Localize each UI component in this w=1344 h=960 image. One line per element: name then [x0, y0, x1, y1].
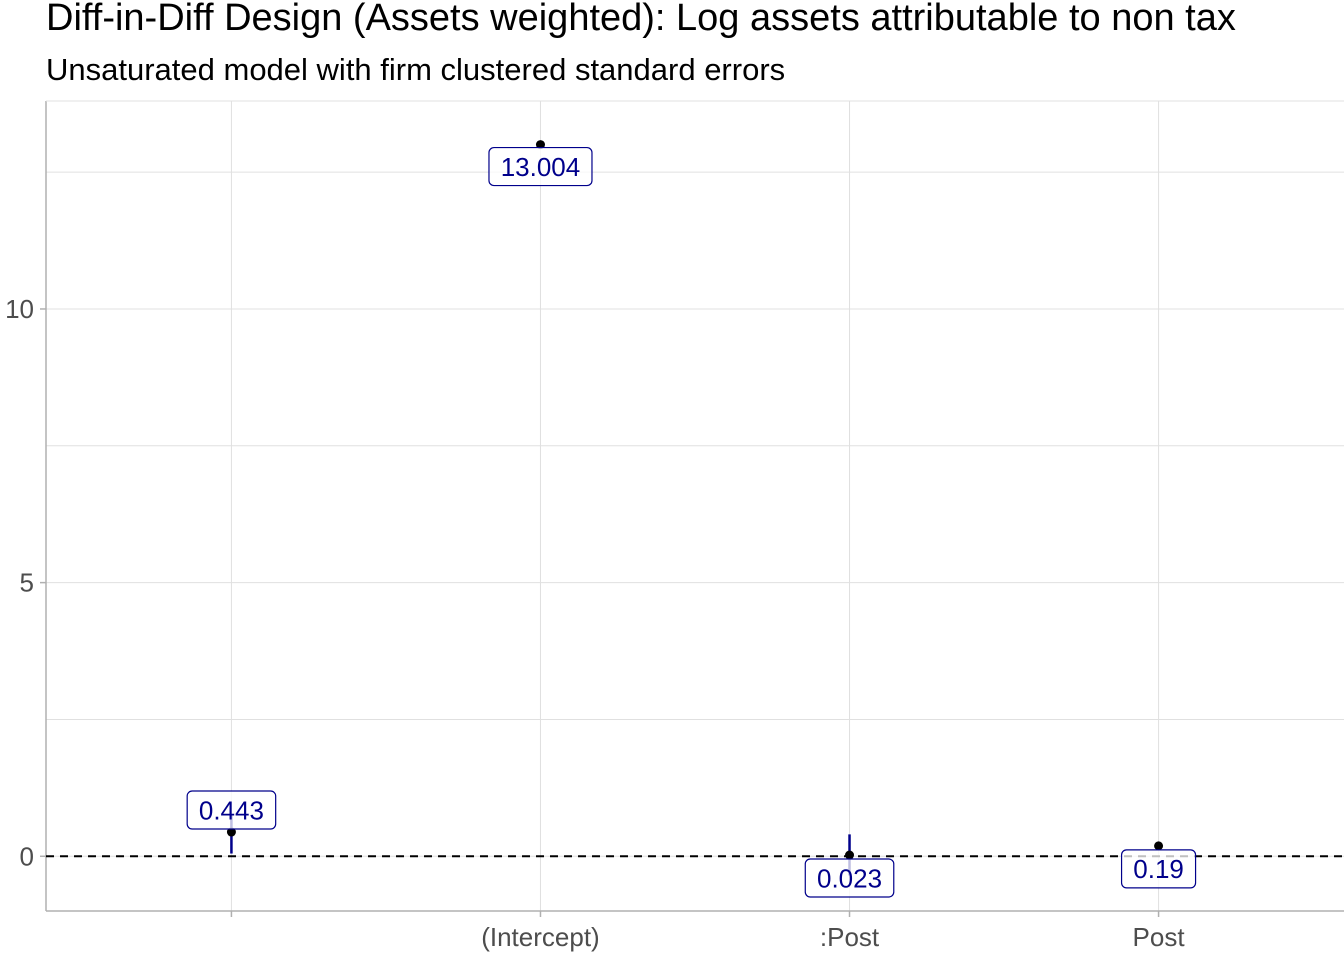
- x-tick-label: (Intercept): [481, 922, 600, 952]
- estimate-point: [1154, 841, 1164, 851]
- y-tick-label: 5: [20, 568, 34, 598]
- chart-subtitle: Unsaturated model with firm clustered st…: [46, 52, 785, 87]
- estimate-point: [535, 140, 545, 150]
- estimate-point: [226, 827, 236, 837]
- x-tick-label: Post: [1133, 922, 1186, 952]
- chart-title: Diff-in-Diff Design (Assets weighted): L…: [46, 0, 1236, 39]
- data-label-box: [804, 858, 895, 898]
- data-label: 13.004: [501, 152, 581, 182]
- grid-lines: [46, 101, 1344, 911]
- data-label-box: [186, 790, 277, 830]
- y-tick-label: 0: [20, 841, 34, 871]
- axes: 0 5 10 (Intercept) :Post Post: [5, 100, 1344, 952]
- y-tick-label: 10: [5, 294, 34, 324]
- data-label-box: [488, 146, 593, 187]
- data-labels: 0.443 13.004 0.023 0.19: [186, 146, 1197, 898]
- data-label-box: [1120, 849, 1197, 889]
- estimate-point: [845, 850, 855, 860]
- x-tick-label: :Post: [820, 922, 880, 952]
- data-label: 0.023: [817, 863, 882, 893]
- data-marks: [46, 140, 1344, 876]
- data-label: 0.443: [199, 795, 264, 825]
- data-label: 0.19: [1133, 854, 1184, 884]
